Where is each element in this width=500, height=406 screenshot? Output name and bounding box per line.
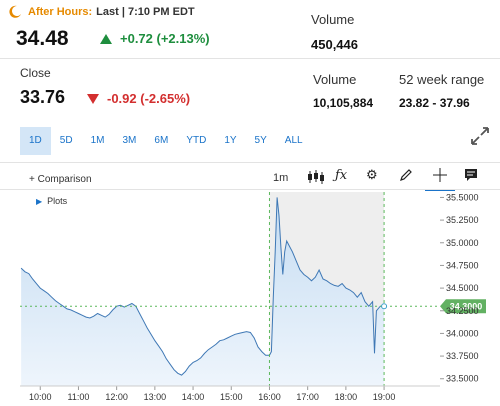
expand-icon[interactable] (469, 125, 491, 147)
close-change: -0.92 (-2.65%) (87, 91, 190, 106)
fx-icon[interactable]: ƒx (335, 168, 348, 183)
x-tick-label: 12:00 (105, 392, 128, 402)
after-hours-label: After Hours: (28, 6, 93, 18)
close-label: Close (20, 66, 51, 80)
x-tick-label: 10:00 (29, 392, 52, 402)
y-tick-label: 35.2500 (446, 215, 479, 225)
price-line (20, 197, 385, 376)
crosshair-tool[interactable] (425, 161, 455, 191)
range-tab-6m[interactable]: 6M (154, 135, 169, 146)
y-tick-label: 33.7500 (446, 351, 479, 361)
x-tick-label: 18:00 (335, 392, 358, 402)
range-value: 23.82 - 37.96 (399, 96, 470, 110)
x-tick-label: 11:00 (68, 392, 90, 402)
gear-icon[interactable]: ⚙ (366, 167, 378, 182)
x-tick-label: 15:00 (220, 392, 243, 402)
arrow-up-icon (100, 33, 112, 44)
close-volume-value: 10,105,884 (313, 96, 374, 110)
x-tick-label: 19:00 (373, 392, 396, 402)
current-price-dot (381, 303, 388, 310)
range-tab-5d[interactable]: 5D (59, 135, 73, 146)
x-tick-label: 14:00 (182, 392, 205, 402)
y-tick-label: 34.5000 (446, 283, 479, 293)
plots-toggle[interactable]: ▶ Plots (36, 196, 67, 206)
x-tick-label: 17:00 (296, 392, 319, 402)
y-tick-label: 34.2500 (446, 306, 479, 316)
divider (0, 58, 500, 59)
close-volume-label: Volume (313, 72, 357, 87)
range-tab-3m[interactable]: 3M (122, 135, 137, 146)
after-hours-time: Last | 7:10 PM EDT (96, 6, 195, 18)
y-tick-label: 34.7500 (446, 260, 479, 270)
close-change-value: -0.92 (-2.65%) (107, 91, 191, 106)
after-hours-price: 34.48 (16, 27, 69, 50)
moon-icon (9, 5, 21, 18)
range-label: 52 week range (399, 72, 485, 87)
candlestick-icon[interactable] (307, 170, 325, 184)
after-hours-row: After Hours: Last | 7:10 PM EDT (8, 4, 195, 20)
comparison-button[interactable]: + Comparison (29, 174, 92, 185)
y-tick-label: 35.0000 (446, 238, 479, 248)
y-tick-label: 33.5000 (446, 374, 479, 384)
current-price-tag (440, 299, 486, 314)
after-hours-change-value: +0.72 (+2.13%) (120, 31, 210, 46)
divider (0, 189, 500, 190)
range-tab-1y[interactable]: 1Y (224, 135, 237, 146)
current-price-label: 34.3000 (450, 302, 483, 312)
y-tick-label: 35.5000 (446, 192, 479, 202)
ah-volume-value: 450,446 (311, 37, 358, 52)
plots-label: Plots (47, 196, 68, 206)
pencil-icon[interactable] (399, 168, 413, 182)
divider (0, 162, 500, 163)
crosshair-icon (433, 168, 447, 182)
x-tick-label: 13:00 (144, 392, 167, 402)
price-area (21, 197, 385, 386)
price-chart[interactable]: 34.3000 35.5000 35.2500 35.0000 34.7500 34.50… (0, 190, 500, 406)
range-tab-5y[interactable]: 5Y (254, 135, 267, 146)
ah-volume-label: Volume (311, 12, 355, 27)
after-hours-change: +0.72 (+2.13%) (100, 31, 210, 46)
range-tab-ytd[interactable]: YTD (186, 135, 207, 146)
arrow-down-icon (87, 93, 99, 104)
range-tab-1m[interactable]: 1M (90, 135, 105, 146)
range-tab-1d[interactable]: 1D (20, 127, 51, 155)
close-price: 33.76 (20, 87, 66, 107)
comment-icon[interactable] (464, 168, 478, 182)
y-tick-label: 34.0000 (446, 328, 479, 338)
time-range-tabs: 1D 5D 1M 3M 6M YTD 1Y 5Y ALL (20, 127, 312, 155)
caret-right-icon: ▶ (36, 196, 43, 206)
range-tab-all[interactable]: ALL (284, 135, 303, 146)
interval-selector[interactable]: 1m (273, 172, 289, 184)
x-tick-label: 16:00 (258, 392, 281, 402)
